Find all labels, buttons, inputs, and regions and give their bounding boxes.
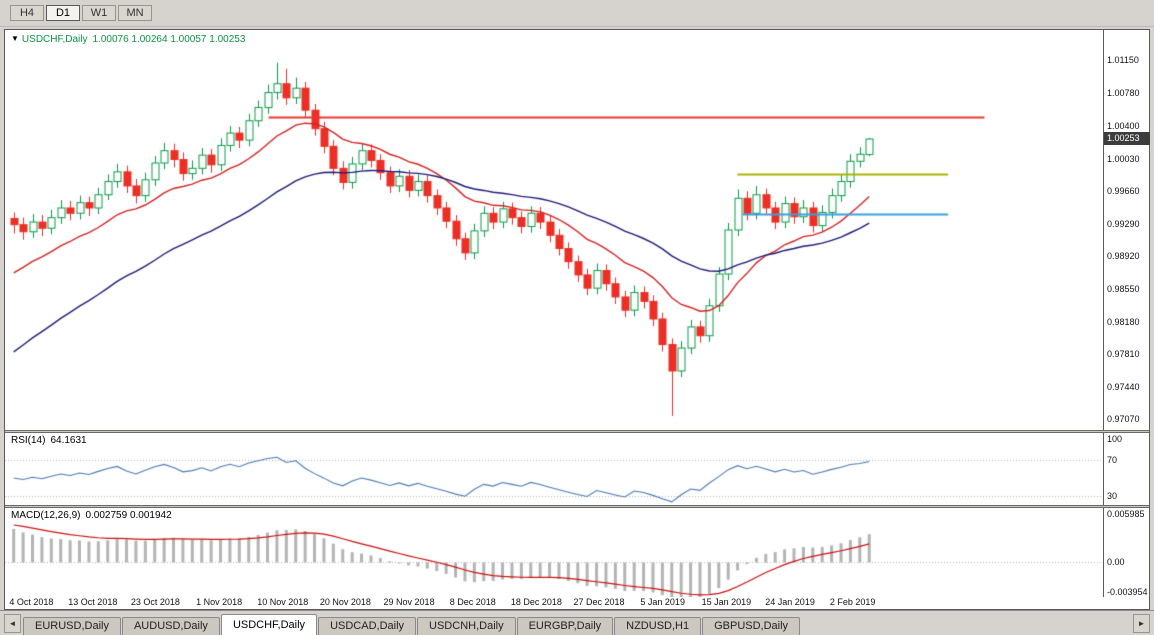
time-axis-label: 8 Dec 2018	[449, 597, 496, 607]
macd-axis-label: 0.005985	[1107, 509, 1145, 519]
time-axis-label: 20 Nov 2018	[319, 597, 371, 607]
price-axis-label: 0.97070	[1107, 414, 1140, 425]
time-axis-label: 13 Oct 2018	[68, 597, 118, 607]
time-axis-label: 27 Dec 2018	[573, 597, 625, 607]
period-button-mn[interactable]: MN	[118, 5, 152, 21]
period-button-d1[interactable]: D1	[46, 5, 80, 21]
time-axis-label: 24 Jan 2019	[765, 597, 815, 607]
time-axis-label: 4 Oct 2018	[9, 597, 54, 607]
price-chart-canvas[interactable]	[5, 30, 1103, 430]
chart-dropdown-icon[interactable]: ▼	[11, 34, 19, 43]
chart-tab-audusd-daily[interactable]: AUDUSD,Daily	[121, 617, 220, 635]
chart-ohlc-values: 1.00076 1.00264 1.00057 1.00253	[92, 34, 246, 45]
macd-name: MACD(12,26,9)	[11, 510, 81, 521]
macd-axis-label: -0.003954	[1107, 587, 1148, 597]
rsi-pane-canvas[interactable]	[5, 433, 1103, 505]
time-axis-label: 10 Nov 2018	[257, 597, 309, 607]
time-axis-label: 5 Jan 2019	[640, 597, 685, 607]
price-axis-label: 0.99290	[1107, 218, 1140, 229]
price-axis-label: 1.01150	[1107, 54, 1139, 65]
price-axis[interactable]: 1.00253 1.01150 1.00780 1.00400 1.00030 0.99…	[1103, 30, 1150, 597]
period-button-w1[interactable]: W1	[82, 5, 116, 21]
price-axis-label: 0.98550	[1107, 284, 1140, 295]
price-axis-label: 1.00400	[1107, 121, 1140, 132]
chart-tab-eurgbp-daily[interactable]: EURGBP,Daily	[516, 617, 614, 635]
price-axis-label: 0.99660	[1107, 186, 1140, 197]
macd-axis-label: 0.00	[1107, 556, 1125, 567]
price-axis-label: 0.97440	[1107, 381, 1140, 392]
tabs-scroll-left-button[interactable]: ◄	[4, 614, 21, 633]
rsi-axis-label: 70	[1107, 455, 1118, 465]
rsi-value: 64.1631	[50, 435, 87, 446]
macd-indicator-label: MACD(12,26,9) 0.002759 0.001942	[11, 510, 172, 521]
tabs-scroll-right-button[interactable]: ►	[1133, 614, 1150, 633]
time-axis-label: 2 Feb 2019	[829, 597, 876, 607]
time-axis-label: 23 Oct 2018	[130, 597, 180, 607]
price-axis-label: 1.00030	[1107, 153, 1140, 164]
price-axis-label: 1.00780	[1107, 87, 1140, 98]
price-axis-label: 0.97810	[1107, 349, 1140, 360]
rsi-axis-label: 30	[1107, 491, 1118, 501]
rsi-axis-label: 100	[1107, 434, 1123, 444]
rsi-name: RSI(14)	[11, 435, 46, 446]
period-button-h4[interactable]: H4	[10, 5, 44, 21]
macd-pane-canvas[interactable]	[5, 508, 1103, 597]
chart-tab-usdchf-daily[interactable]: USDCHF,Daily	[220, 614, 318, 635]
chart-tab-usdcnh-daily[interactable]: USDCNH,Daily	[417, 617, 516, 635]
time-axis-label: 29 Nov 2018	[383, 597, 435, 607]
chart-tab-usdcad-daily[interactable]: USDCAD,Daily	[318, 617, 417, 635]
price-axis-label: 0.98180	[1107, 316, 1140, 327]
chart-tab-eurusd-daily[interactable]: EURUSD,Daily	[23, 617, 121, 635]
current-price-tag: 1.00253	[1104, 131, 1150, 145]
chart-tabs-bar: ◄ EURUSD,Daily AUDUSD,Daily USDCHF,Daily US…	[0, 610, 1154, 635]
time-axis[interactable]: 4 Oct 2018 13 Oct 2018 23 Oct 2018 1 Nov 20…	[5, 597, 1149, 609]
price-axis-label: 0.98920	[1107, 251, 1140, 262]
macd-values: 0.002759 0.001942	[85, 510, 172, 521]
chart-window: ▼ USDCHF,Daily 1.00076 1.00264 1.00057 1.0…	[4, 29, 1150, 610]
period-tabs-group: H4 D1 W1 MN	[10, 5, 154, 21]
chart-tab-gbpusd-daily[interactable]: GBPUSD,Daily	[702, 617, 801, 635]
chart-tabs-group: EURUSD,Daily AUDUSD,Daily USDCHF,Daily USDC…	[23, 614, 1131, 635]
time-axis-label: 1 Nov 2018	[196, 597, 243, 607]
pane-splitter[interactable]	[5, 505, 1149, 508]
timeframe-toolbar: H4 D1 W1 MN	[0, 0, 1154, 27]
time-axis-label: 15 Jan 2019	[701, 597, 752, 607]
time-axis-label: 18 Dec 2018	[510, 597, 562, 607]
chart-title: ▼ USDCHF,Daily 1.00076 1.00264 1.00057 1.0…	[11, 34, 245, 45]
chart-symbol-label: USDCHF,Daily	[21, 34, 88, 45]
rsi-indicator-label: RSI(14) 64.1631	[11, 435, 87, 446]
pane-splitter[interactable]	[5, 430, 1149, 433]
chart-tab-nzdusd-h1[interactable]: NZDUSD,H1	[614, 617, 702, 635]
